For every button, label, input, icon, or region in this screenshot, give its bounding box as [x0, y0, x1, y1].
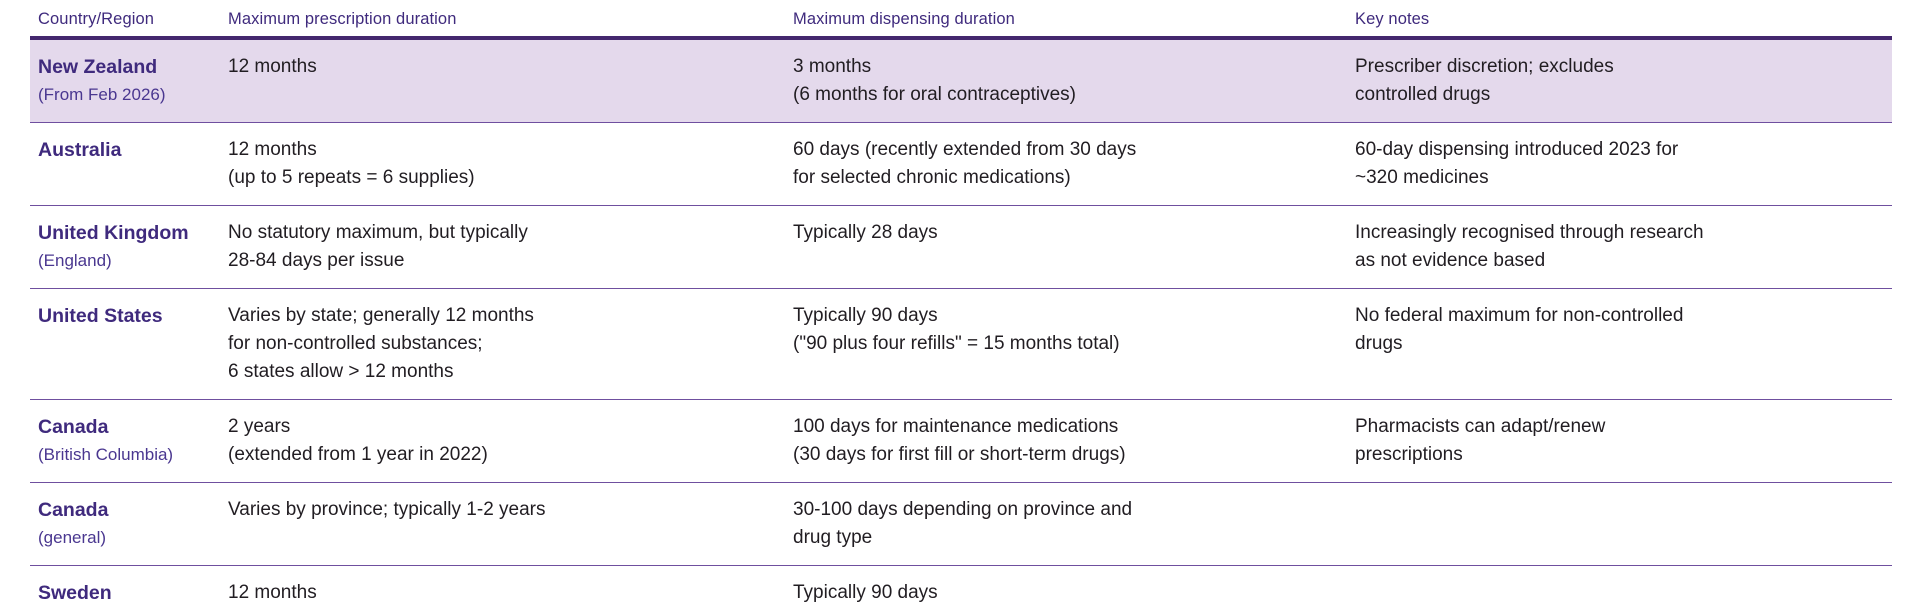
- country-name: Sweden: [38, 582, 112, 604]
- cell-max-prescription: 12 months: [228, 56, 317, 77]
- table-row-sweden: Sweden 12 months Typically 90 days: [30, 566, 1892, 614]
- header-cell-key-notes: Key notes: [1355, 10, 1430, 28]
- cell-key-notes: No federal maximum for non-controlled dr…: [1355, 305, 1684, 354]
- cell-key-notes: Prescriber discretion; excludes controll…: [1355, 56, 1614, 105]
- header-cell-max-prescription-duration: Maximum prescription duration: [228, 10, 457, 28]
- table-row-australia: Australia 12 months (up to 5 repeats = 6…: [30, 123, 1892, 206]
- cell-key-notes: 60-day dispensing introduced 2023 for ~3…: [1355, 139, 1679, 188]
- country-name: Canada: [38, 499, 109, 521]
- cell-max-prescription: No statutory maximum, but typically 28-8…: [228, 222, 528, 271]
- country-cell: Canada (general): [30, 496, 220, 552]
- cell-max-prescription: Varies by state; generally 12 months for…: [228, 305, 534, 382]
- cell-max-dispensing: Typically 28 days: [793, 222, 938, 243]
- cell-max-dispensing: Typically 90 days: [793, 582, 938, 603]
- table-header-row: Country/Region Maximum prescription dura…: [30, 0, 1892, 40]
- country-region: (England): [38, 251, 112, 270]
- cell-key-notes: Pharmacists can adapt/renew prescription…: [1355, 416, 1606, 465]
- header-cell-country-region: Country/Region: [38, 10, 155, 28]
- cell-max-prescription: 12 months (up to 5 repeats = 6 supplies): [228, 139, 475, 188]
- country-name: Canada: [38, 416, 109, 438]
- country-cell: Canada (British Columbia): [30, 413, 220, 469]
- cell-key-notes: [1347, 496, 1892, 552]
- country-name: Australia: [38, 139, 122, 161]
- country-cell: Australia: [30, 136, 220, 192]
- table-row-united-kingdom: United Kingdom (England) No statutory ma…: [30, 206, 1892, 289]
- cell-max-prescription: Varies by province; typically 1-2 years: [228, 499, 546, 520]
- country-cell: United States: [30, 302, 220, 386]
- cell-key-notes: [1347, 579, 1892, 607]
- table-row-canada-general: Canada (general) Varies by province; typ…: [30, 483, 1892, 566]
- cell-key-notes: Increasingly recognised through research…: [1355, 222, 1704, 271]
- header-cell-max-dispensing-duration: Maximum dispensing duration: [793, 10, 1015, 28]
- table-row-united-states: United States Varies by state; generally…: [30, 289, 1892, 400]
- country-name: New Zealand: [38, 56, 158, 78]
- cell-max-prescription: 12 months: [228, 582, 317, 603]
- country-name: United Kingdom: [38, 222, 189, 244]
- table-row-canada-bc: Canada (British Columbia) 2 years (exten…: [30, 400, 1892, 483]
- country-region: (general): [38, 528, 107, 547]
- country-cell: United Kingdom (England): [30, 219, 220, 275]
- country-cell: New Zealand (From Feb 2026): [30, 53, 220, 109]
- table-row-new-zealand: New Zealand (From Feb 2026) 12 months 3 …: [30, 40, 1892, 123]
- cell-max-dispensing: 3 months (6 months for oral contraceptiv…: [793, 56, 1077, 105]
- cell-max-dispensing: 30-100 days depending on province and dr…: [793, 499, 1133, 548]
- country-region: (From Feb 2026): [38, 85, 166, 104]
- country-name: United States: [38, 305, 163, 327]
- cell-max-dispensing: 60 days (recently extended from 30 days …: [793, 139, 1137, 188]
- cell-max-dispensing: 100 days for maintenance medications (30…: [793, 416, 1126, 465]
- country-cell: Sweden: [30, 579, 220, 607]
- comparison-table: Country/Region Maximum prescription dura…: [30, 0, 1892, 614]
- cell-max-dispensing: Typically 90 days ("90 plus four refills…: [793, 305, 1120, 354]
- country-region: (British Columbia): [38, 445, 174, 464]
- cell-max-prescription: 2 years (extended from 1 year in 2022): [228, 416, 488, 465]
